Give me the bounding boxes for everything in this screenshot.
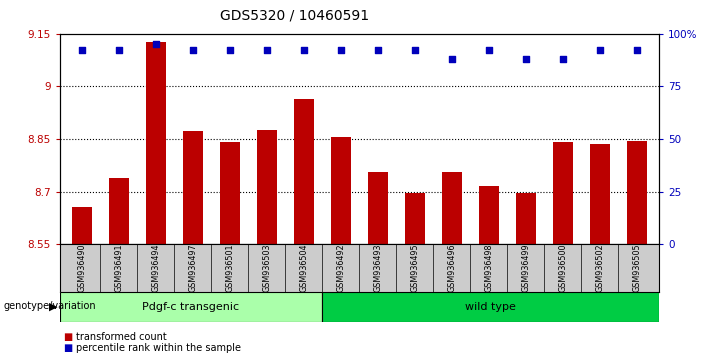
Text: GSM936500: GSM936500 (558, 244, 567, 292)
Bar (442, 172, 462, 244)
Bar (294, 98, 314, 244)
Bar (627, 141, 647, 244)
Point (631, 48, 642, 53)
Text: GSM936493: GSM936493 (373, 244, 382, 292)
Text: GSM936499: GSM936499 (522, 244, 530, 292)
Text: GSM936501: GSM936501 (225, 244, 234, 292)
Point (483, 48, 494, 53)
Bar (219, 142, 240, 244)
Text: ▶: ▶ (49, 301, 57, 311)
Text: GSM936490: GSM936490 (77, 244, 86, 292)
Text: GSM936492: GSM936492 (336, 244, 346, 292)
Bar (552, 142, 573, 244)
Point (409, 48, 421, 53)
Text: GSM936491: GSM936491 (114, 244, 123, 292)
Bar (367, 172, 388, 244)
Text: GSM936503: GSM936503 (262, 244, 271, 292)
Point (187, 48, 198, 53)
Text: GSM936494: GSM936494 (151, 244, 161, 292)
Point (372, 48, 383, 53)
Text: ■: ■ (63, 332, 72, 342)
Bar (182, 131, 203, 244)
Bar (60, 292, 322, 322)
Point (113, 48, 124, 53)
Point (520, 56, 531, 62)
Bar (590, 144, 610, 244)
Text: GSM936502: GSM936502 (595, 244, 604, 292)
Point (446, 56, 457, 62)
Text: wild type: wild type (465, 302, 516, 312)
Text: ■: ■ (63, 343, 72, 353)
Point (335, 48, 346, 53)
Text: GSM936505: GSM936505 (632, 244, 641, 292)
Text: GSM936495: GSM936495 (410, 244, 419, 292)
Text: GSM936496: GSM936496 (447, 244, 456, 292)
Text: percentile rank within the sample: percentile rank within the sample (76, 343, 240, 353)
Text: Pdgf-c transgenic: Pdgf-c transgenic (142, 302, 239, 312)
Point (224, 48, 236, 53)
Bar (515, 193, 536, 244)
Bar (331, 137, 351, 244)
Text: GSM936497: GSM936497 (189, 244, 197, 292)
Point (261, 48, 273, 53)
Bar (404, 193, 425, 244)
Bar (322, 292, 659, 322)
Bar (479, 186, 499, 244)
Bar (257, 130, 277, 244)
Point (76, 48, 88, 53)
Text: GDS5320 / 10460591: GDS5320 / 10460591 (220, 9, 369, 23)
Point (594, 48, 606, 53)
Text: GSM936498: GSM936498 (484, 244, 494, 292)
Point (150, 41, 161, 47)
Point (557, 56, 569, 62)
Text: GSM936504: GSM936504 (299, 244, 308, 292)
Point (298, 48, 309, 53)
Text: transformed count: transformed count (76, 332, 166, 342)
Bar (72, 207, 92, 244)
Bar (109, 178, 129, 244)
Text: genotype/variation: genotype/variation (4, 301, 96, 311)
Bar (146, 42, 166, 244)
